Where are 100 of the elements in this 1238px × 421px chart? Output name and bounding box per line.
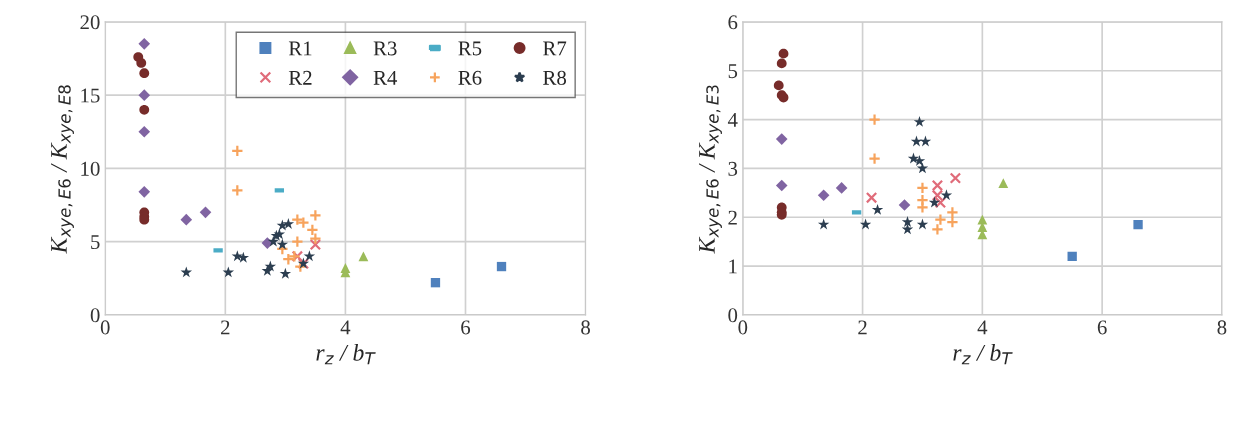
y-tick-label: 0 — [728, 308, 738, 323]
x-tick-label: 2 — [221, 320, 230, 335]
point — [998, 178, 1009, 188]
point — [868, 152, 881, 165]
point — [138, 38, 151, 50]
point — [180, 213, 193, 226]
point — [859, 218, 872, 230]
point — [138, 125, 151, 138]
point — [931, 189, 944, 202]
legend-label: R7 — [543, 41, 567, 56]
point — [180, 266, 193, 278]
y-tick-label: 6 — [728, 15, 738, 30]
point — [282, 218, 295, 229]
point — [303, 250, 316, 262]
point — [138, 89, 151, 101]
y-tick-label: 3 — [728, 161, 738, 176]
point — [773, 80, 784, 91]
point — [931, 179, 944, 192]
point — [297, 216, 310, 229]
point — [916, 162, 929, 174]
y-axis-title: K$_{xye,E6}$ / K$_{xye,E8}$ — [51, 85, 74, 254]
point — [1133, 219, 1143, 230]
legend-label: R1 — [288, 41, 312, 56]
x-tick-label: 0 — [100, 320, 110, 335]
x-tick-label: 6 — [1097, 320, 1107, 335]
legend-label: R2 — [288, 70, 312, 85]
point — [309, 232, 322, 245]
point — [916, 181, 929, 195]
point — [136, 58, 147, 68]
point — [913, 115, 926, 127]
point — [776, 58, 787, 69]
point — [901, 216, 914, 227]
point — [139, 68, 150, 79]
y-tick-label: 1 — [729, 259, 737, 274]
point — [358, 251, 369, 262]
x-tick-label: 6 — [461, 320, 471, 335]
point — [916, 193, 929, 207]
point — [835, 182, 848, 194]
point — [919, 135, 932, 147]
x-tick-label: 4 — [977, 320, 988, 335]
point — [946, 215, 959, 229]
point — [916, 218, 929, 230]
point — [949, 172, 962, 184]
point — [946, 206, 959, 219]
point — [871, 203, 884, 215]
y-tick-label: 2 — [728, 210, 737, 225]
point — [430, 278, 441, 288]
point — [901, 223, 914, 235]
point — [231, 250, 244, 262]
point — [309, 209, 322, 222]
point — [934, 213, 947, 226]
point — [817, 218, 830, 230]
x-tick-label: 2 — [858, 320, 867, 335]
point — [775, 179, 788, 192]
y-tick-label: 20 — [80, 15, 100, 30]
point — [865, 191, 878, 204]
point — [279, 267, 292, 279]
x-axis-title: r$_{z}$ / b$_{T}$ — [316, 344, 376, 365]
point — [340, 263, 351, 273]
point — [934, 196, 947, 209]
point — [199, 206, 212, 219]
x-tick-label: 8 — [581, 320, 590, 335]
y-tick-label: 10 — [81, 161, 100, 176]
point — [291, 213, 304, 226]
point — [817, 189, 830, 202]
point — [139, 104, 150, 115]
point — [291, 235, 304, 248]
point — [898, 199, 911, 211]
point — [868, 113, 881, 126]
point — [306, 223, 319, 237]
x-tick-label: 4 — [340, 320, 351, 335]
point — [309, 238, 322, 251]
point — [910, 135, 923, 147]
y-tick-label: 5 — [728, 64, 738, 79]
legend-label: R3 — [373, 41, 397, 56]
point — [264, 260, 277, 272]
x-tick-label: 8 — [1217, 320, 1227, 335]
point — [231, 144, 244, 158]
x-tick-label: 0 — [738, 320, 748, 335]
point — [267, 235, 280, 247]
point — [222, 266, 235, 278]
y-tick-label: 4 — [727, 113, 738, 127]
y-tick-label: 5 — [91, 235, 100, 250]
y-axis-title: K$_{xye,E6}$ / K$_{xye,E3}$ — [699, 85, 722, 254]
point — [778, 48, 789, 59]
point — [231, 184, 244, 197]
legend-label: R5 — [458, 41, 482, 56]
point — [940, 189, 953, 201]
legend-label: R4 — [373, 70, 398, 85]
legend-label: R6 — [458, 70, 482, 85]
point — [931, 223, 944, 236]
point — [1067, 251, 1077, 261]
point — [775, 133, 788, 145]
point — [928, 196, 941, 208]
legend-label: R8 — [543, 70, 567, 85]
y-tick-label: 0 — [90, 308, 100, 323]
x-axis-title: r$_{z}$ / b$_{T}$ — [953, 344, 1013, 365]
y-tick-label: 15 — [81, 88, 100, 103]
point — [276, 238, 289, 250]
point — [496, 261, 507, 272]
